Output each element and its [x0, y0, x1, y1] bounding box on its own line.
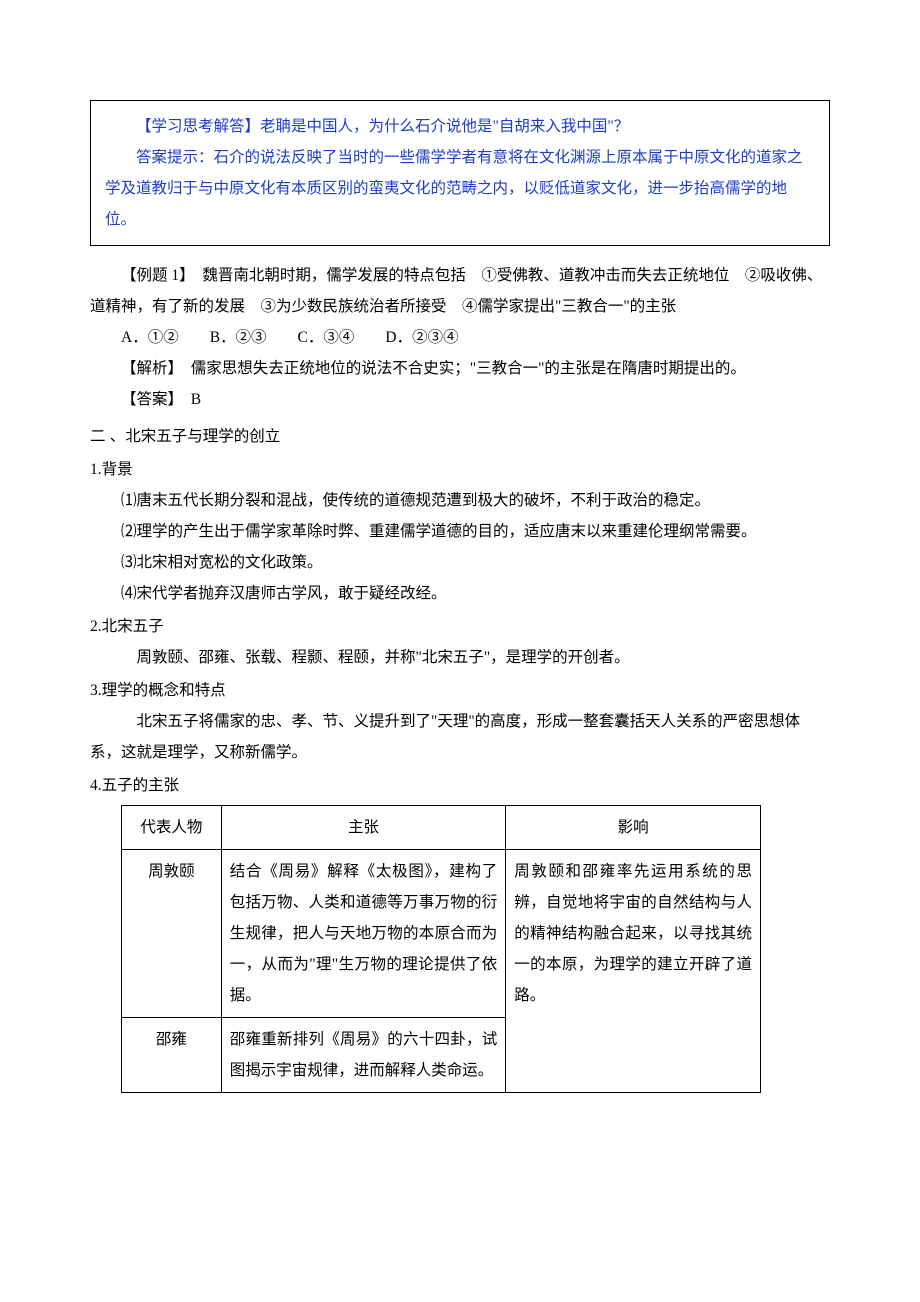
cell-person-2: 邵雍 — [122, 1018, 222, 1093]
s3-body-text: 北宋五子将儒家的忠、孝、节、义提升到了"天理"的高度，形成一整套囊括天人关系的严… — [90, 713, 800, 761]
example1-label: 【例题 1】 — [121, 267, 187, 284]
example1-stem-text: 魏晋南北朝时期，儒学发展的特点包括 ①受佛教、道教冲击而失去正统地位 ②吸收佛、… — [90, 267, 822, 315]
example1-analysis-text: 儒家思想失去正统地位的说法不合史实；"三教合一"的主张是在隋唐时期提出的。 — [175, 360, 746, 377]
example1-answer-label: 【答案】 — [121, 391, 175, 408]
example1-answer: 【答案】 B — [90, 384, 830, 415]
cell-claim-1: 结合《周易》解释《太极图》，建构了包括万物、人类和道德等万事万物的衍生规律，把人… — [221, 850, 506, 1018]
s2-body: 周敦颐、邵雍、张载、程颢、程颐，并称"北宋五子"，是理学的开创者。 — [90, 642, 830, 673]
s1-item-1: ⑴唐末五代长期分裂和混战，使传统的道德规范遭到极大的破坏，不利于政治的稳定。 — [90, 485, 830, 516]
five-masters-table: 代表人物 主张 影响 周敦颐 结合《周易》解释《太极图》，建构了包括万物、人类和… — [121, 805, 761, 1093]
box-a-label: 答案提示： — [136, 149, 214, 166]
box-question-line: 【学习思考解答】老聃是中国人，为什么石介说他是"自胡来入我中国"？ — [105, 111, 815, 142]
study-thinking-box: 【学习思考解答】老聃是中国人，为什么石介说他是"自胡来入我中国"？ 答案提示：石… — [90, 100, 830, 246]
th-claim: 主张 — [221, 806, 506, 850]
s3-body: 北宋五子将儒家的忠、孝、节、义提升到了"天理"的高度，形成一整套囊括天人关系的严… — [90, 706, 830, 768]
table-row: 周敦颐 结合《周易》解释《太极图》，建构了包括万物、人类和道德等万事万物的衍生规… — [122, 850, 761, 1018]
s1-item-2: ⑵理学的产生出于儒学家革除时弊、重建儒学道德的目的，适应唐末以来重建伦理纲常需要… — [90, 516, 830, 547]
s2-num: 2.北宋五子 — [90, 611, 830, 642]
th-person: 代表人物 — [122, 806, 222, 850]
s1-item-3: ⑶北宋相对宽松的文化政策。 — [90, 547, 830, 578]
example1-options: A．①② B．②③ C．③④ D．②③④ — [90, 322, 830, 353]
document-page: 【学习思考解答】老聃是中国人，为什么石介说他是"自胡来入我中国"？ 答案提示：石… — [0, 0, 920, 1153]
box-q-text: 老聃是中国人，为什么石介说他是"自胡来入我中国"？ — [260, 118, 629, 135]
cell-person-1: 周敦颐 — [122, 850, 222, 1018]
example1-analysis: 【解析】 儒家思想失去正统地位的说法不合史实；"三教合一"的主张是在隋唐时期提出… — [90, 353, 830, 384]
example-1: 【例题 1】 魏晋南北朝时期，儒学发展的特点包括 ①受佛教、道教冲击而失去正统地… — [90, 260, 830, 415]
section-2-title: 二 、北宋五子与理学的创立 — [90, 421, 830, 452]
box-answer-block: 答案提示：石介的说法反映了当时的一些儒学学者有意将在文化渊源上原本属于中原文化的… — [105, 142, 815, 235]
cell-effect-1: 周敦颐和邵雍率先运用系统的思辨，自觉地将宇宙的自然结构与人的精神结构融合起来，以… — [506, 850, 761, 1093]
box-q-label: 【学习思考解答】 — [136, 118, 260, 135]
s3-num: 3.理学的概念和特点 — [90, 675, 830, 706]
example1-stem: 【例题 1】 魏晋南北朝时期，儒学发展的特点包括 ①受佛教、道教冲击而失去正统地… — [90, 260, 830, 322]
s1-num: 1.背景 — [90, 454, 830, 485]
example1-analysis-label: 【解析】 — [121, 360, 175, 377]
s4-num: 4.五子的主张 — [90, 770, 830, 801]
s1-item-4: ⑷宋代学者抛弃汉唐师古学风，敢于疑经改经。 — [90, 578, 830, 609]
example1-answer-text: B — [175, 391, 201, 408]
table-header-row: 代表人物 主张 影响 — [122, 806, 761, 850]
cell-claim-2: 邵雍重新排列《周易》的六十四卦，试图揭示宇宙规律，进而解释人类命运。 — [221, 1018, 506, 1093]
th-effect: 影响 — [506, 806, 761, 850]
